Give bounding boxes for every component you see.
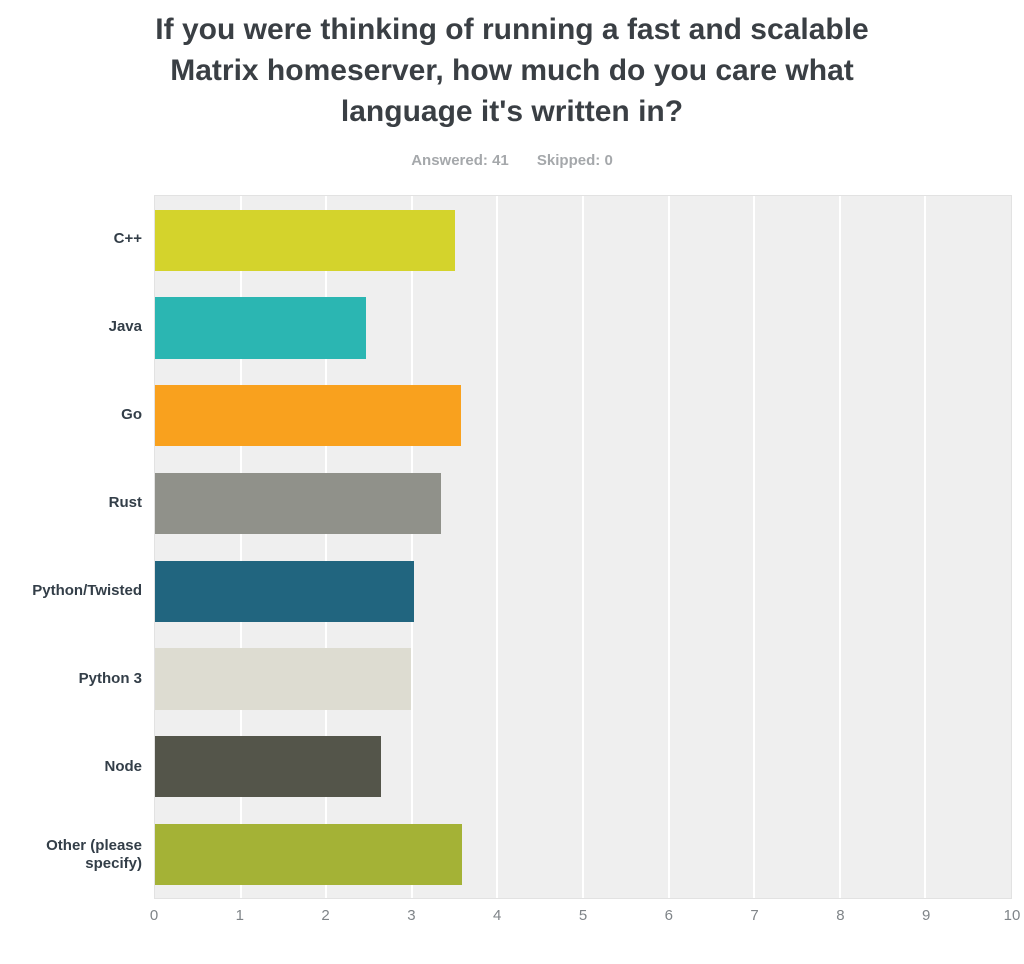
gridline <box>667 196 670 899</box>
bar-row <box>155 460 1011 548</box>
axis-tick-label: 8 <box>836 907 845 925</box>
bar <box>155 472 441 535</box>
axis-tick-label: 0 <box>149 907 159 925</box>
gridline <box>410 196 413 899</box>
axis-tick-label: 1 <box>235 907 244 925</box>
axis-tick-label: 9 <box>922 907 931 925</box>
category-label: Rust <box>108 494 142 512</box>
bar <box>155 560 415 622</box>
category-label: Python 3 <box>78 670 142 688</box>
gridline <box>753 196 756 899</box>
axis-tick-label: 5 <box>578 907 588 925</box>
horizontal-bar-chart: C++ Java Go Rust Python/Twisted Python 3 Node O… <box>0 195 1024 941</box>
axis-tick-label: 10 <box>1003 907 1021 925</box>
gridline <box>239 196 242 899</box>
category-label: C++ <box>113 230 142 248</box>
bar-row <box>155 547 1011 635</box>
category-label: Node <box>104 758 143 776</box>
question-title: If you were thinking of running a fast a… <box>155 13 869 128</box>
axis-tick-label: 4 <box>493 907 502 925</box>
bar-row <box>155 372 1011 460</box>
category-label: Java <box>108 318 142 336</box>
gridline <box>496 196 499 899</box>
axis-tick-label: 3 <box>407 907 416 925</box>
skipped-value: 0 <box>604 152 613 170</box>
bar-row <box>155 811 1011 899</box>
bar <box>155 648 411 710</box>
gridline <box>582 196 584 899</box>
gridline <box>838 196 841 899</box>
bar <box>155 209 456 271</box>
answered-label: Answered: <box>411 152 488 170</box>
bar-row <box>155 196 1011 284</box>
bar-row <box>155 635 1011 723</box>
bar-row <box>155 723 1011 811</box>
skipped-label: Skipped: <box>536 152 601 170</box>
bar <box>155 823 463 886</box>
x-axis: 0 1 2 3 4 5 6 7 8 9 10 <box>150 907 1021 941</box>
answered-stat: Answered: 41 <box>411 152 509 169</box>
gridline <box>924 196 927 899</box>
axis-tick-label: 7 <box>750 907 759 925</box>
category-label: Other (please specify) <box>46 836 142 873</box>
bar <box>155 736 381 798</box>
category-labels-column: C++ Java Go Rust Python/Twisted Python 3 Node O… <box>6 195 154 899</box>
plot-area <box>154 195 1012 900</box>
bar-row <box>155 284 1011 372</box>
gridline <box>325 196 328 899</box>
skipped-stat: Skipped: 0 <box>537 152 613 169</box>
answered-value: 41 <box>492 152 509 170</box>
response-stats: Answered: 41 Skipped: 0 <box>0 152 1024 169</box>
chart-body: C++ Java Go Rust Python/Twisted Python 3 Node O… <box>6 195 1012 900</box>
bar <box>155 297 366 359</box>
category-label: Go <box>121 406 142 424</box>
axis-tick-label: 6 <box>664 907 673 925</box>
category-label: Python/Twisted <box>32 582 142 600</box>
axis-tick-label: 2 <box>321 907 330 925</box>
bar <box>155 385 461 447</box>
